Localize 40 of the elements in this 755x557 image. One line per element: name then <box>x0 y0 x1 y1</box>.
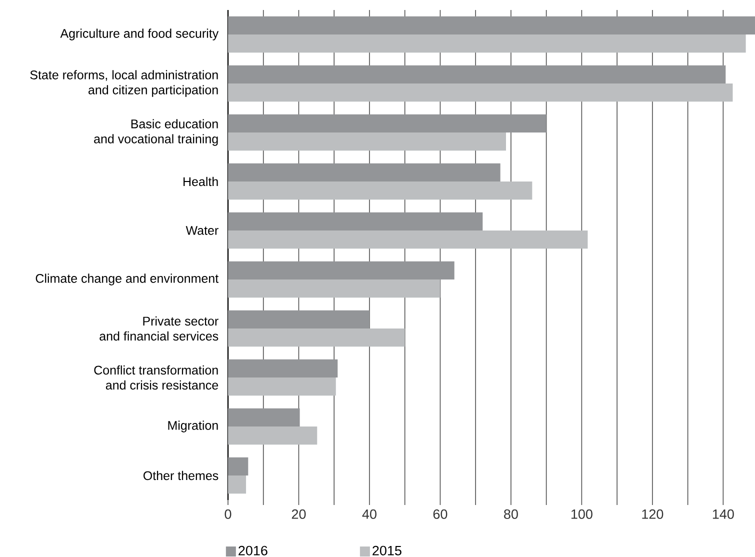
bar <box>228 132 506 151</box>
bar <box>228 34 746 53</box>
bar <box>228 163 500 182</box>
y-tick-label: Climate change and environment <box>36 274 218 286</box>
bar <box>228 408 300 427</box>
bar <box>228 359 338 378</box>
bar <box>228 328 405 347</box>
bar <box>228 114 546 133</box>
x-tick-label: 140 <box>712 509 734 519</box>
bar <box>228 378 336 396</box>
bar <box>228 426 318 445</box>
x-tick-label: 40 <box>362 509 376 519</box>
legend-label: 2015 <box>372 546 402 556</box>
x-tick-label: 100 <box>571 509 592 519</box>
bar <box>228 261 454 280</box>
bar <box>228 182 532 200</box>
y-tick-label: Private sector and financial services <box>100 316 218 341</box>
y-tick-label: State reforms, local administration and citizen participation <box>30 70 218 97</box>
bar <box>228 84 733 102</box>
y-tick-label: Conflict transformation and crisis resistance <box>94 365 218 390</box>
legend-label: 2016 <box>238 546 268 556</box>
bar <box>228 310 370 329</box>
y-tick-label: Water <box>186 226 218 235</box>
x-tick-label: 80 <box>504 509 518 519</box>
bar <box>228 230 588 249</box>
y-tick-label: Health <box>184 176 218 186</box>
bar <box>228 280 440 298</box>
bar <box>228 212 483 231</box>
y-tick-label: Other themes <box>144 470 218 480</box>
bar <box>228 16 755 34</box>
x-tick-label: 20 <box>292 509 306 519</box>
x-tick-label: 120 <box>642 509 664 519</box>
y-tick-label: Basic education and vocational training <box>94 119 218 146</box>
bar <box>228 457 248 476</box>
bar <box>228 476 246 494</box>
bar <box>228 65 726 84</box>
x-tick-label: 0 <box>224 509 232 519</box>
y-tick-label: Agriculture and food security <box>60 28 219 40</box>
y-tick-label: Migration <box>168 420 218 432</box>
x-tick-label: 60 <box>433 509 448 519</box>
